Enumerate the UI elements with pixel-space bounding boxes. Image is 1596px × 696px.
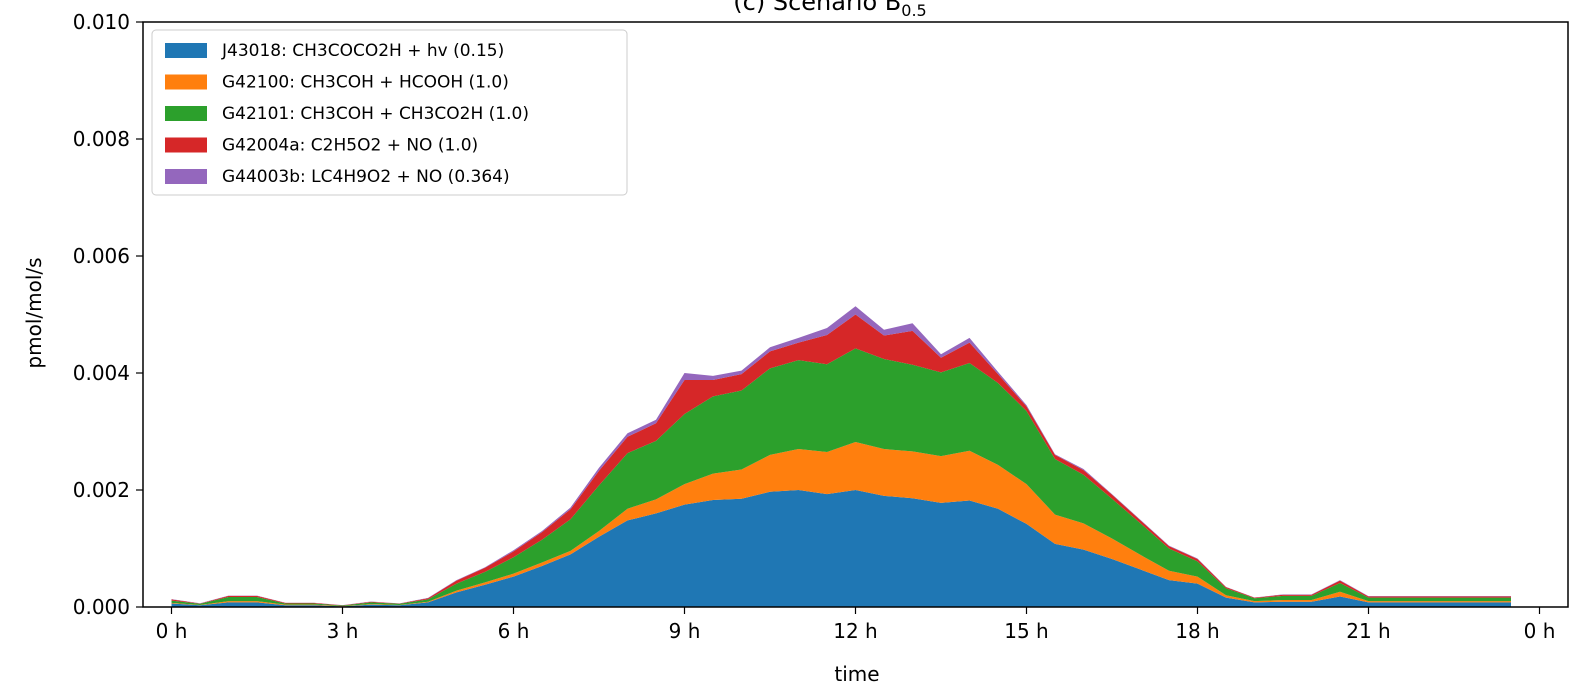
legend-entry: G42100: CH3COH + HCOOH (1.0)	[222, 73, 509, 93]
chart-title: (c) Scenario B0.5	[733, 0, 926, 20]
area-series-2	[171, 442, 1511, 607]
x-tick-label: 3 h	[327, 619, 359, 643]
legend-entry: G44003b: LC4H9O2 + NO (0.364)	[222, 167, 510, 187]
legend: J43018: CH3COCO2H + hv (0.15) G42100: CH3…	[151, 29, 628, 196]
x-tick-label: 0 h	[156, 619, 188, 643]
y-tick-label: 0.010	[73, 10, 130, 34]
x-tick-label: 9 h	[669, 619, 701, 643]
x-tick-label: 12 h	[833, 619, 877, 643]
area-series-1	[171, 490, 1511, 607]
x-tick-label: 0 h	[1524, 619, 1556, 643]
y-tick-label: 0.008	[73, 127, 130, 151]
legend-swatch	[165, 74, 207, 90]
stacked-areas	[171, 306, 1511, 607]
y-tick-label: 0.000	[73, 595, 130, 619]
area-series-3	[171, 348, 1511, 607]
legend-entry: G42101: CH3COH + CH3CO2H (1.0)	[222, 104, 529, 124]
y-tick-label: 0.002	[73, 478, 130, 502]
x-tick-label: 21 h	[1346, 619, 1390, 643]
legend-box	[151, 29, 628, 196]
y-tick-label: 0.004	[73, 361, 130, 385]
legend-entry: G42004a: C2H5O2 + NO (1.0)	[222, 136, 478, 156]
legend-swatch	[165, 169, 207, 184]
x-tick-label: 15 h	[1004, 619, 1048, 643]
x-tick-label: 6 h	[498, 619, 530, 643]
x-axis-label: time	[834, 662, 879, 686]
y-tick-label: 0.006	[73, 244, 130, 268]
y-axis-label: pmol/mol/s	[22, 257, 46, 368]
legend-swatch	[165, 106, 207, 121]
axes: 0 h 3 h 6 h 9 h 12 h 15 h 18 h 21 h 0 h 0.000 0.00…	[73, 10, 1569, 643]
x-tick-label: 18 h	[1175, 619, 1219, 643]
legend-swatch	[165, 43, 207, 58]
legend-entry: J43018: CH3COCO2H + hv (0.15)	[221, 41, 504, 61]
legend-swatch	[165, 137, 207, 153]
